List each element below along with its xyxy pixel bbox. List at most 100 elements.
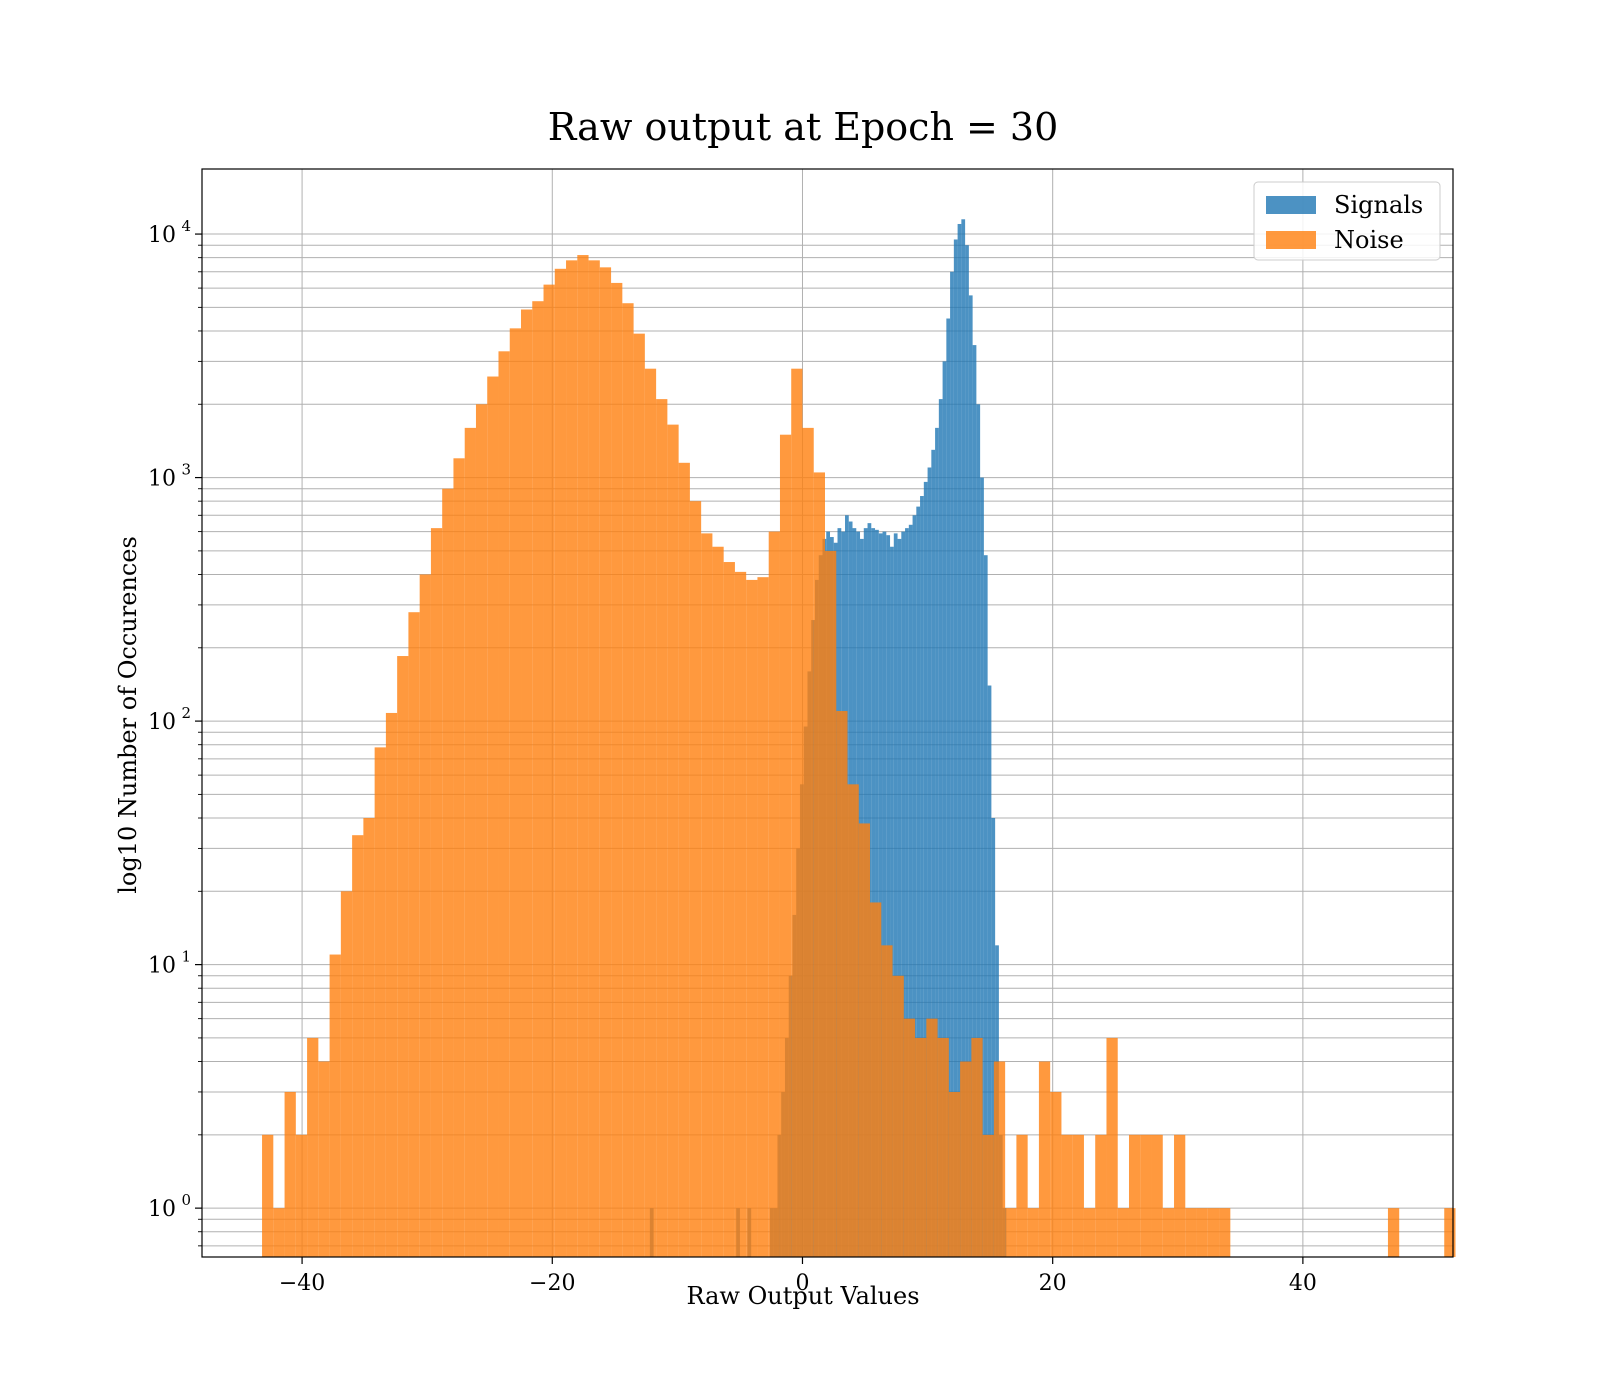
signals-bar <box>938 399 943 1257</box>
noise-bar <box>1162 1208 1175 1257</box>
noise-bar <box>318 1061 330 1257</box>
noise-bar <box>1207 1208 1220 1257</box>
signals-bar <box>991 818 996 1257</box>
y-tick-label: 10 <box>148 954 176 979</box>
noise-bar <box>948 1091 961 1257</box>
y-tick-label: 10 <box>148 710 176 735</box>
noise-bar <box>352 835 364 1257</box>
noise-bar <box>284 1091 296 1257</box>
signals-bar <box>953 239 958 1257</box>
noise-bar <box>475 404 488 1257</box>
signals-bar <box>957 223 962 1257</box>
noise-bar <box>656 399 668 1257</box>
noise-bar <box>1185 1208 1197 1257</box>
noise-bar <box>419 574 431 1257</box>
signals-legend-label: Signals <box>1334 191 1423 219</box>
signals-bar <box>890 546 894 1257</box>
noise-bar <box>453 458 465 1257</box>
noise-bar <box>993 1061 1006 1257</box>
histogram-bars <box>262 219 1456 1258</box>
noise-bar <box>1387 1208 1400 1257</box>
y-axis-ticks: 10 0 10 1 10 2 10 3 10 4 <box>148 217 202 1247</box>
noise-bar <box>1196 1208 1208 1257</box>
signals-bar <box>983 555 988 1257</box>
noise-bar <box>599 267 612 1257</box>
noise-bar <box>926 1018 938 1257</box>
noise-bar <box>1140 1134 1152 1257</box>
noise-bar <box>307 1037 319 1257</box>
noise-bar <box>701 533 713 1257</box>
noise-bar <box>1027 1208 1039 1257</box>
noise-bar <box>442 488 454 1258</box>
noise-bar <box>1083 1208 1096 1257</box>
y-tick-exponent: 4 <box>181 217 191 235</box>
y-axis-label: log10 Number of Occurences <box>114 536 142 894</box>
noise-bar <box>903 1018 916 1257</box>
noise-bar <box>779 434 792 1258</box>
noise-bar <box>397 656 409 1257</box>
noise-bar <box>633 333 645 1257</box>
signals-bar <box>965 245 969 1257</box>
noise-bar <box>723 562 735 1257</box>
signals-bar <box>987 685 992 1257</box>
noise-bar <box>847 784 859 1257</box>
x-tick-label: 20 <box>1039 1271 1067 1296</box>
noise-bar <box>588 260 600 1257</box>
noise-bar <box>768 531 780 1257</box>
y-tick-label: 10 <box>148 1197 176 1222</box>
noise-bar <box>757 577 769 1257</box>
signals-bar <box>920 496 924 1257</box>
signals-bar <box>901 531 906 1257</box>
y-tick-exponent: 1 <box>181 948 191 966</box>
noise-bar <box>689 501 702 1257</box>
noise-bar <box>734 571 747 1257</box>
noise-bar <box>937 1037 949 1257</box>
signals-bar <box>976 404 981 1257</box>
noise-bar <box>340 891 353 1257</box>
signals-bar <box>980 477 984 1257</box>
x-tick-label: 40 <box>1289 1271 1317 1296</box>
signals-bar <box>905 528 909 1257</box>
noise-bar <box>487 376 499 1258</box>
noise-bar <box>870 902 882 1257</box>
noise-bar <box>577 255 589 1258</box>
noise-bar <box>813 472 825 1257</box>
noise-bar <box>858 823 871 1257</box>
signals-bar <box>961 219 966 1257</box>
noise-bar <box>374 747 386 1257</box>
noise-bar <box>385 712 398 1257</box>
legend: Signals Noise <box>1253 181 1441 261</box>
y-tick-exponent: 2 <box>181 704 191 722</box>
noise-bar <box>509 328 522 1258</box>
noise-bar <box>1016 1134 1028 1257</box>
noise-bar <box>1005 1208 1017 1257</box>
x-tick-label: 0 <box>795 1271 809 1296</box>
signals-bar <box>972 345 977 1257</box>
noise-bar <box>1050 1091 1062 1257</box>
noise-bar <box>824 550 837 1257</box>
signals-bar <box>871 528 876 1257</box>
signals-bar <box>935 427 939 1257</box>
signals-bar <box>875 529 879 1257</box>
noise-bar <box>971 1037 983 1257</box>
noise-bar <box>498 351 510 1257</box>
noise-bar <box>791 368 803 1257</box>
noise-bar <box>1128 1134 1141 1257</box>
signals-bar <box>927 467 932 1257</box>
signals-bar <box>916 506 921 1257</box>
noise-bar <box>543 284 555 1257</box>
noise-bar <box>329 954 341 1257</box>
signals-bar <box>968 295 973 1257</box>
y-tick-label: 10 <box>148 467 176 492</box>
noise-bar <box>960 1061 972 1257</box>
y-tick-exponent: 0 <box>181 1191 191 1209</box>
noise-bar <box>892 975 904 1257</box>
noise-bar <box>521 309 533 1258</box>
noise-legend-label: Noise <box>1334 226 1404 254</box>
noise-bar <box>982 1134 994 1257</box>
noise-bar <box>1072 1134 1084 1257</box>
signals-bar <box>923 481 928 1257</box>
noise-bar <box>295 1134 308 1257</box>
noise-bar <box>273 1208 285 1257</box>
